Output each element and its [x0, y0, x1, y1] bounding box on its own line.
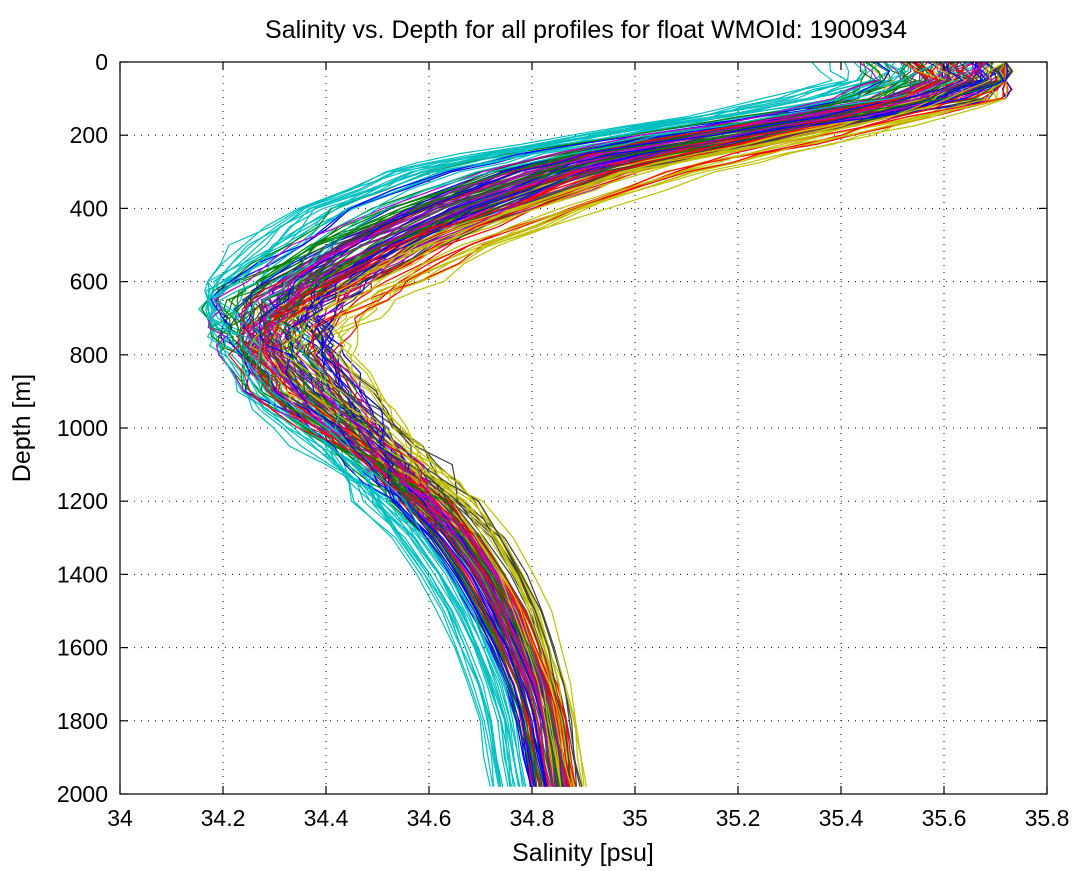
y-tick-label: 800 — [70, 342, 108, 368]
profile-line — [207, 61, 881, 787]
y-tick-label: 1400 — [57, 561, 108, 587]
y-tick-label: 1600 — [57, 635, 108, 661]
profile-line — [317, 61, 1006, 787]
profile-line — [270, 61, 961, 787]
profile-line — [284, 61, 984, 787]
profile-line — [281, 61, 1007, 787]
profile-line — [264, 61, 988, 787]
profile-line — [316, 61, 1007, 787]
profile-line — [210, 61, 890, 787]
profile-line — [315, 61, 1013, 787]
x-tick-label: 34.4 — [304, 805, 349, 831]
y-tick-label: 2000 — [57, 781, 108, 807]
x-axis-label: Salinity [psu] — [512, 839, 654, 867]
profile-line — [307, 61, 1004, 787]
x-tick-label: 35.6 — [922, 805, 967, 831]
x-tick-labels: 34 34.2 34.4 34.6 34.8 35 35.2 35.4 35.6 35.8 — [107, 805, 1069, 831]
y-tick-label: 600 — [70, 269, 108, 295]
profile-line — [304, 61, 975, 787]
x-tick-label: 34.2 — [201, 805, 246, 831]
profile-lines — [198, 61, 1014, 787]
profile-line — [331, 62, 1008, 787]
y-tick-label: 1000 — [57, 415, 108, 441]
y-tick-label: 200 — [70, 122, 108, 148]
y-axis-label: Depth [m] — [8, 374, 36, 482]
x-tick-label: 34.6 — [407, 805, 452, 831]
profile-line — [209, 61, 973, 787]
profile-line — [258, 61, 964, 787]
profile-line — [329, 61, 1007, 787]
profile-line — [262, 61, 970, 787]
y-tick-label: 1200 — [57, 488, 108, 514]
profile-line — [205, 61, 870, 787]
profile-line — [198, 61, 891, 787]
x-tick-label: 35.2 — [716, 805, 761, 831]
profile-line — [257, 61, 983, 787]
y-tick-label: 0 — [95, 49, 108, 75]
x-tick-label: 34.8 — [510, 805, 555, 831]
axis-ticks — [119, 61, 1048, 795]
y-tick-labels: 0 200 400 600 800 1000 1200 1400 1600 1800 2000 — [57, 49, 108, 807]
x-tick-label: 34 — [107, 805, 133, 831]
profile-line — [209, 61, 867, 787]
profile-line — [338, 61, 1007, 787]
profile-line — [307, 61, 1007, 787]
x-tick-label: 35.4 — [819, 805, 864, 831]
chart-title: Salinity vs. Depth for all profiles for … — [265, 16, 907, 44]
y-tick-label: 400 — [70, 195, 108, 221]
x-tick-label: 35 — [622, 805, 648, 831]
x-tick-label: 35.8 — [1025, 805, 1070, 831]
profile-line — [206, 61, 864, 787]
y-tick-label: 1800 — [57, 708, 108, 734]
profile-line — [306, 61, 1007, 787]
